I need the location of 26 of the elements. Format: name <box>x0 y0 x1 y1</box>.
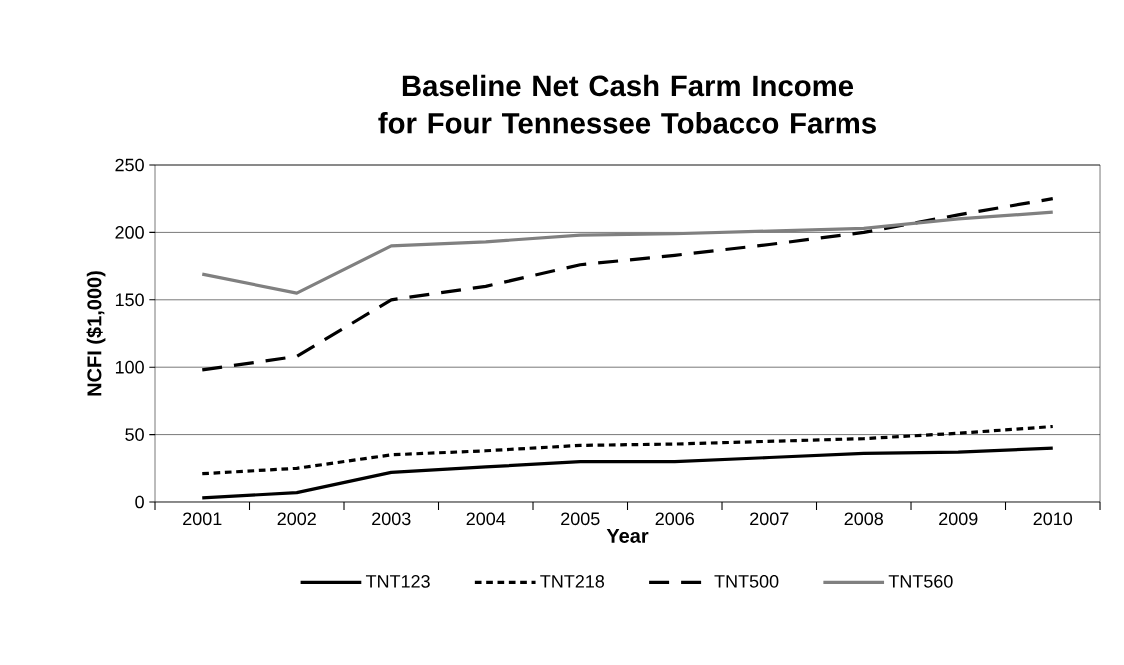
line-series <box>200 210 1055 295</box>
y-tick-label: 0 <box>135 495 144 509</box>
x-tick-label: 2008 <box>844 512 883 526</box>
y-tick-label: 150 <box>115 293 144 307</box>
x-tick-label: 2007 <box>750 512 789 526</box>
x-tick-label: 2002 <box>277 512 316 526</box>
y-axis-title: NCFI ($1,000) <box>86 271 106 396</box>
y-tick-label: 250 <box>115 158 144 172</box>
line-series <box>200 446 1055 500</box>
line-series <box>200 197 1055 372</box>
x-tick-label: 2004 <box>466 512 506 526</box>
x-tick-label: 2006 <box>655 512 694 526</box>
x-axis-title: Year <box>606 528 649 543</box>
legend-label: TNT218 <box>540 575 605 588</box>
legend-label: TNT123 <box>365 575 430 588</box>
chart-title: Baseline Net Cash Farm Income for Four Tennessee Tobacco Farms <box>378 74 876 134</box>
y-tick-label: 100 <box>115 360 144 374</box>
x-tick-label: 2009 <box>939 512 978 526</box>
x-tick-label: 2005 <box>561 512 600 526</box>
y-tick-label: 50 <box>125 428 144 441</box>
y-tick-label: 200 <box>115 226 144 239</box>
legend-label: TNT560 <box>888 575 953 588</box>
legend-label: TNT500 <box>714 575 779 588</box>
x-tick-label: 2003 <box>372 512 411 526</box>
x-tick-label: 2001 <box>183 512 222 526</box>
x-tick-label: 2010 <box>1033 512 1073 526</box>
